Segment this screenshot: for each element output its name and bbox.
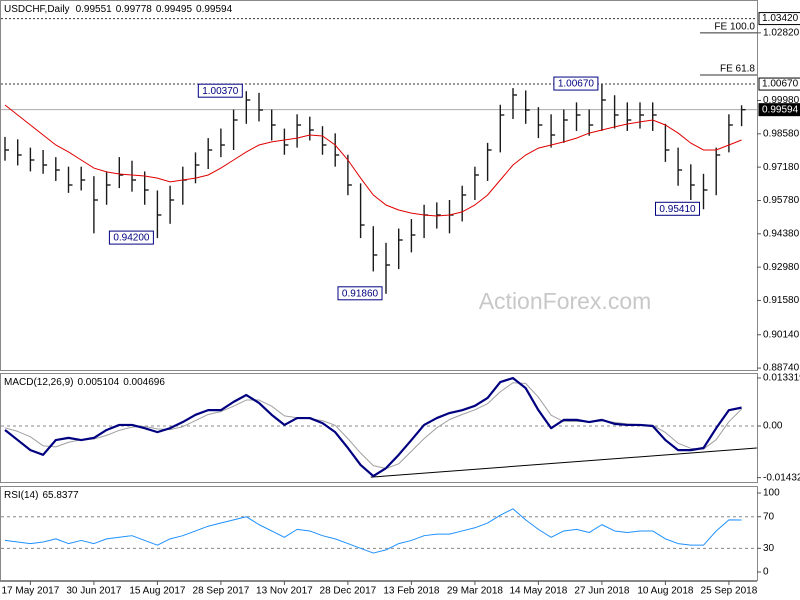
header-title: RSI(14) xyxy=(4,490,38,501)
panel-header: USDCHF,Daily 0.99551 0.99778 0.99495 0.99594 xyxy=(4,4,233,15)
y-tick-label: 0.00 xyxy=(763,421,783,432)
swing-box xyxy=(655,201,700,216)
y-tick-label: 0.92980 xyxy=(763,262,800,273)
header-title: MACD(12,26,9) xyxy=(4,377,73,388)
swing-label: 0.91860 xyxy=(342,288,379,299)
x-tick-label: 10 Aug 2018 xyxy=(637,586,694,597)
header-value: 0.99778 xyxy=(116,4,153,15)
swing-box xyxy=(553,76,599,91)
panel-frame xyxy=(0,486,758,581)
x-tick-label: 17 May 2017 xyxy=(1,586,59,597)
y-tick-label: 100 xyxy=(763,488,780,499)
panel-header: RSI(14) 65.8377 xyxy=(4,490,79,501)
swing-box xyxy=(197,83,243,98)
fe-label: FE 100.0 xyxy=(714,21,755,32)
x-tick-label: 29 Mar 2018 xyxy=(447,586,504,597)
x-tick-label: 27 Jun 2018 xyxy=(574,586,629,597)
panel-frame xyxy=(0,373,758,483)
level-box xyxy=(758,103,800,117)
y-tick-label: 0.99980 xyxy=(763,95,800,106)
indicator-line xyxy=(4,376,742,478)
y-tick-label: 0.88740 xyxy=(763,363,800,374)
level-box xyxy=(758,12,800,26)
level-label: 1.00670 xyxy=(762,79,799,90)
x-tick-label: 13 Nov 2017 xyxy=(256,586,313,597)
x-tick-label: 28 Sep 2017 xyxy=(193,586,250,597)
swing-label: 1.00370 xyxy=(202,86,239,97)
y-tick-label: 0.95780 xyxy=(763,195,800,206)
x-tick-label: 14 May 2018 xyxy=(509,586,567,597)
header-value: 0.99495 xyxy=(156,4,193,15)
panel-frame xyxy=(0,0,758,371)
y-tick-label: 1.02820 xyxy=(763,27,800,38)
swing-box xyxy=(337,286,383,301)
swing-label: 0.95410 xyxy=(659,204,696,215)
trendline xyxy=(370,447,757,478)
level-label: 0.99594 xyxy=(762,104,799,115)
x-tick-label: 30 Jun 2017 xyxy=(66,586,121,597)
header-value: 0.99551 xyxy=(76,4,113,15)
x-tick-label: 15 Aug 2017 xyxy=(129,586,186,597)
y-tick-label: 70 xyxy=(763,511,775,522)
indicator-line xyxy=(4,382,742,470)
swing-label: 1.00670 xyxy=(558,79,595,90)
fe-label: FE 61.8 xyxy=(720,64,755,75)
y-tick-label: 0.98580 xyxy=(763,128,800,139)
y-tick-label: 0.90140 xyxy=(763,329,800,340)
x-tick-label: 25 Sep 2018 xyxy=(701,586,758,597)
x-tick-label: 13 Feb 2018 xyxy=(383,586,440,597)
header-value: 0.99594 xyxy=(196,4,233,15)
level-label: 1.03420 xyxy=(762,13,799,24)
swing-box xyxy=(108,230,154,245)
header-title: USDCHF,Daily xyxy=(4,4,70,15)
watermark: ActionForex.com xyxy=(479,288,652,314)
x-tick-label: 28 Dec 2017 xyxy=(320,586,377,597)
indicator-line xyxy=(4,508,742,554)
swing-label: 0.94200 xyxy=(113,233,150,244)
y-tick-label: 0.013319 xyxy=(763,373,800,384)
y-tick-label: -0.014323 xyxy=(763,472,800,483)
moving-average xyxy=(4,104,742,217)
header-value: 65.8377 xyxy=(42,490,79,501)
y-tick-label: 0 xyxy=(763,567,769,578)
y-tick-label: 30 xyxy=(763,543,775,554)
panel-header: MACD(12,26,9) 0.005104 0.004696 xyxy=(4,377,165,388)
header-value: 0.005104 xyxy=(77,377,119,388)
y-tick-label: 0.94380 xyxy=(763,228,800,239)
y-tick-label: 0.91580 xyxy=(763,295,800,306)
header-value: 0.004696 xyxy=(123,377,165,388)
y-tick-label: 0.97180 xyxy=(763,162,800,173)
level-box xyxy=(758,77,800,91)
